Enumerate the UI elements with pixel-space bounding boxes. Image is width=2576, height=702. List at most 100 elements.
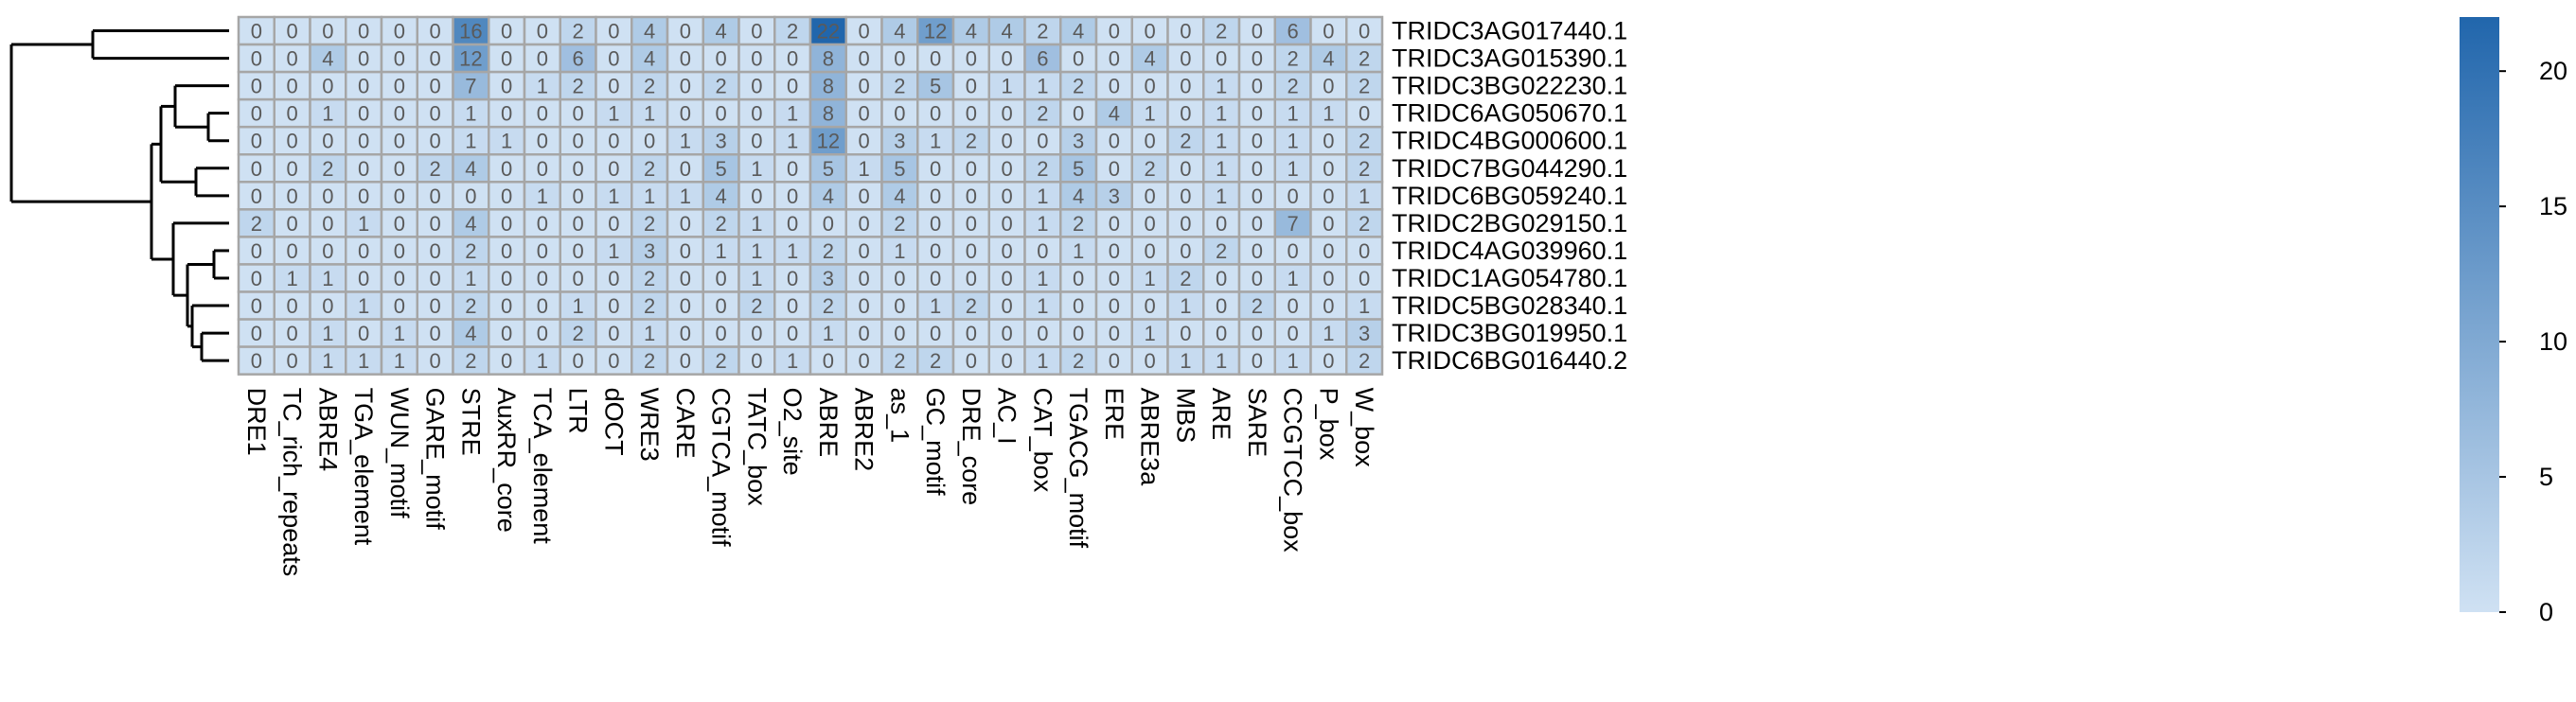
cell-value-label: 1 xyxy=(894,239,905,263)
heatmap-cell xyxy=(523,181,561,211)
heatmap-cell xyxy=(416,345,454,376)
row-dendrogram xyxy=(9,29,229,362)
cell-value-label: 3 xyxy=(644,239,655,263)
cell-value-label: 6 xyxy=(1288,20,1299,44)
cell-value-label: 6 xyxy=(1037,47,1048,71)
cell-value-label: 2 xyxy=(1359,349,1370,373)
heatmap-cell xyxy=(1202,43,1241,74)
cell-value-label: 8 xyxy=(823,47,834,71)
cell-value-label: 0 xyxy=(1252,102,1263,126)
cell-value-label: 0 xyxy=(251,239,262,263)
heatmap-cell xyxy=(345,43,383,74)
cell-value-label: 2 xyxy=(644,267,655,290)
cell-value-label: 0 xyxy=(1109,322,1120,345)
cell-value-label: 0 xyxy=(394,130,405,153)
cell-value-label: 0 xyxy=(251,349,262,373)
cell-value-label: 0 xyxy=(751,184,762,208)
cell-value-label: 2 xyxy=(644,349,655,373)
cell-value-label: 4 xyxy=(716,20,727,44)
heatmap-cell xyxy=(702,236,740,266)
cell-value-label: 22 xyxy=(817,20,840,44)
heatmap-cell xyxy=(595,345,633,376)
row-label: TRIDC3BG019950.1 xyxy=(1392,319,1627,347)
heatmap-cell xyxy=(1023,345,1062,376)
cell-value-label: 2 xyxy=(823,239,834,263)
cell-value-label: 1 xyxy=(644,184,655,208)
heatmap-cell xyxy=(737,290,776,321)
heatmap-cell xyxy=(1237,345,1276,376)
cell-value-label: 5 xyxy=(1073,157,1084,181)
cell-value-label: 0 xyxy=(1002,267,1013,290)
cell-value-label: 2 xyxy=(1216,239,1227,263)
cell-value-label: 0 xyxy=(358,322,369,345)
cell-value-label: 2 xyxy=(573,322,584,345)
cell-value-label: 16 xyxy=(459,20,482,44)
cell-value-label: 0 xyxy=(287,239,298,263)
cell-value-label: 0 xyxy=(430,102,441,126)
heatmap-cell xyxy=(345,15,383,46)
cell-value-label: 0 xyxy=(930,102,941,126)
cell-value-label: 1 xyxy=(537,75,548,98)
heatmap-cell xyxy=(1273,208,1312,238)
cell-value-label: 0 xyxy=(680,267,691,290)
heatmap-cell xyxy=(702,70,740,101)
heatmap-cell xyxy=(488,97,526,129)
cell-value-label: 0 xyxy=(1037,322,1048,345)
cell-value-label: 0 xyxy=(1216,267,1227,290)
cell-value-label: 1 xyxy=(1216,349,1227,373)
heatmap-cell xyxy=(237,263,275,293)
cell-value-label: 3 xyxy=(716,130,727,153)
cell-value-label: 0 xyxy=(430,239,441,263)
heatmap-cell xyxy=(237,290,275,321)
column-label: AC_I xyxy=(993,388,1022,445)
cell-value-label: 0 xyxy=(608,212,619,236)
heatmap-cell xyxy=(844,43,883,74)
cell-value-label: 0 xyxy=(787,184,798,208)
heatmap-cell xyxy=(416,263,454,293)
cell-value-label: 1 xyxy=(322,267,333,290)
cell-value-label: 1 xyxy=(1037,267,1048,290)
cell-value-label: 0 xyxy=(1109,47,1120,71)
cell-value-label: 0 xyxy=(251,130,262,153)
heatmap-cell xyxy=(666,263,704,293)
cell-value-label: 1 xyxy=(787,130,798,153)
cell-value-label: 0 xyxy=(287,294,298,318)
heatmap-cell xyxy=(844,15,883,46)
cell-value-label: 0 xyxy=(1323,212,1334,236)
heatmap-cell xyxy=(737,181,776,211)
cell-value-label: 0 xyxy=(608,157,619,181)
cell-value-label: 1 xyxy=(1037,212,1048,236)
cell-value-label: 4 xyxy=(1145,47,1156,71)
cell-value-label: 0 xyxy=(322,75,333,98)
cell-value-label: 0 xyxy=(1323,349,1334,373)
cell-value-label: 0 xyxy=(573,349,584,373)
heatmap-cell xyxy=(1202,290,1241,321)
cell-value-label: 0 xyxy=(1288,322,1299,345)
cell-value-label: 2 xyxy=(1073,349,1084,373)
cell-value-label: 0 xyxy=(394,267,405,290)
cell-value-label: 2 xyxy=(751,294,762,318)
cell-value-label: 0 xyxy=(1109,75,1120,98)
cell-value-label: 4 xyxy=(1002,20,1013,44)
cell-value-label: 0 xyxy=(787,212,798,236)
cell-value-label: 0 xyxy=(859,75,870,98)
heatmap-cell xyxy=(1345,208,1384,238)
cell-value-label: 0 xyxy=(251,75,262,98)
cell-value-label: 2 xyxy=(1180,130,1191,153)
cell-value-label: 2 xyxy=(1216,20,1227,44)
cell-value-label: 0 xyxy=(501,239,512,263)
cell-value-label: 0 xyxy=(537,157,548,181)
cell-value-label: 2 xyxy=(787,20,798,44)
cell-value-label: 0 xyxy=(1216,47,1227,71)
heatmap-cell xyxy=(702,153,740,184)
cell-value-label: 0 xyxy=(1145,349,1156,373)
cell-value-label: 0 xyxy=(501,349,512,373)
cell-value-label: 0 xyxy=(966,267,977,290)
heatmap-cell xyxy=(237,208,275,238)
cell-value-label: 1 xyxy=(465,130,476,153)
row-label: TRIDC5BG028340.1 xyxy=(1392,291,1627,320)
cell-value-label: 1 xyxy=(501,130,512,153)
cell-value-label: 1 xyxy=(644,102,655,126)
cell-value-label: 0 xyxy=(537,102,548,126)
cell-value-label: 0 xyxy=(537,20,548,44)
